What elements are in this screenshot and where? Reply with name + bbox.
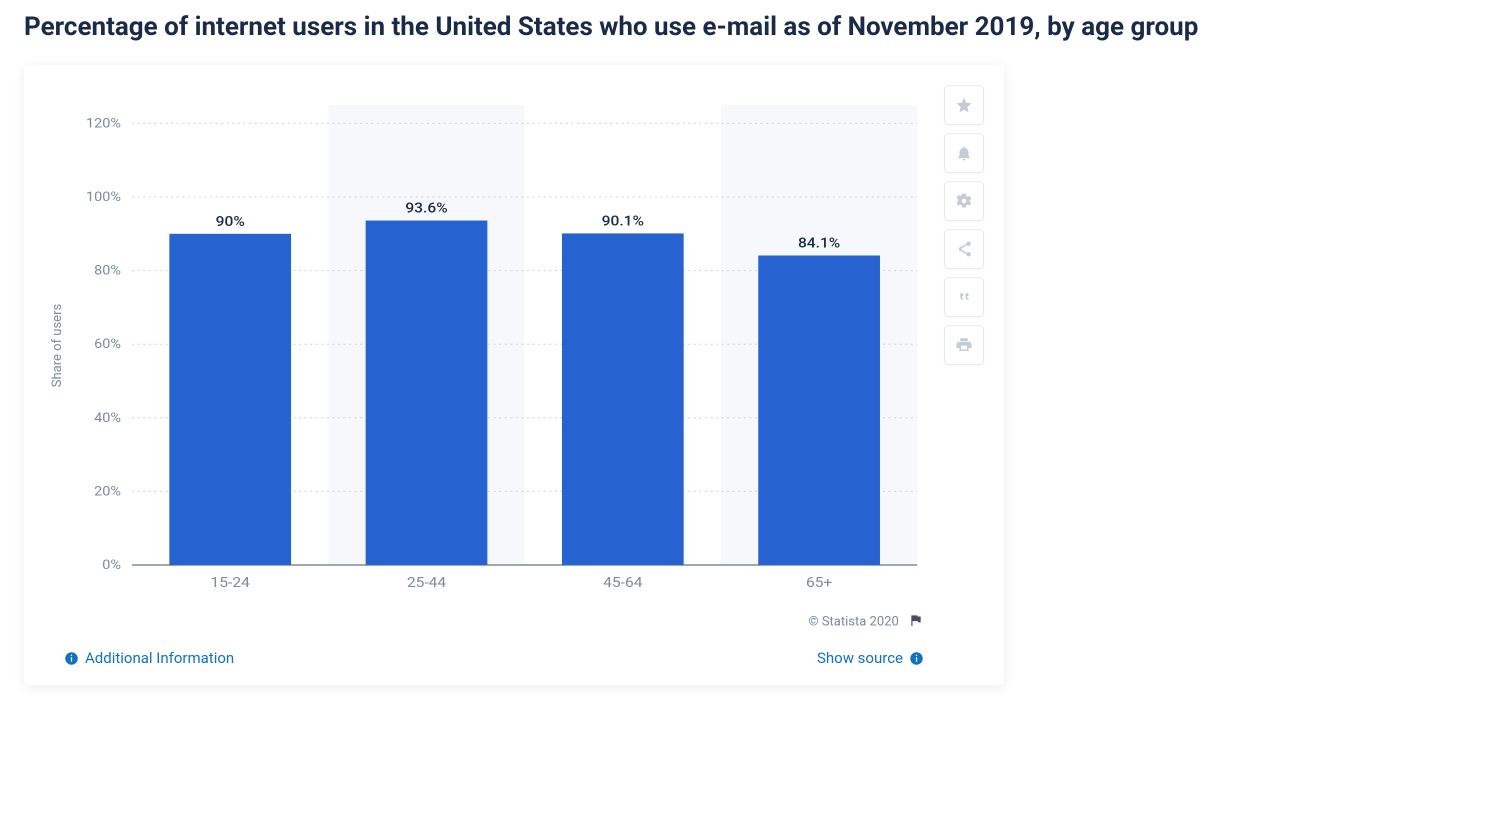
share-icon [955, 240, 973, 258]
gear-icon [955, 192, 973, 210]
svg-text:40%: 40% [94, 411, 121, 426]
show-source-link[interactable]: Show source [817, 649, 924, 667]
additional-info-link[interactable]: Additional Information [64, 649, 234, 667]
favorite-button[interactable] [944, 85, 984, 125]
y-axis-label: Share of users [51, 303, 66, 386]
share-button[interactable] [944, 229, 984, 269]
svg-text:84.1%: 84.1% [798, 234, 840, 251]
bar[interactable] [169, 234, 291, 565]
copyright-text: © Statista 2020 [808, 615, 898, 630]
print-button[interactable] [944, 325, 984, 365]
svg-text:0%: 0% [102, 558, 121, 573]
info-icon [64, 651, 79, 666]
bar[interactable] [758, 256, 880, 565]
svg-text:93.6%: 93.6% [405, 199, 447, 216]
copyright-row: © Statista 2020 [44, 605, 984, 631]
svg-text:80%: 80% [94, 263, 121, 278]
svg-text:120%: 120% [86, 116, 121, 131]
svg-text:25-44: 25-44 [407, 574, 446, 591]
print-icon [955, 336, 973, 354]
alert-button[interactable] [944, 133, 984, 173]
svg-text:100%: 100% [86, 190, 121, 205]
flag-icon[interactable] [908, 613, 924, 631]
svg-text:60%: 60% [94, 337, 121, 352]
citation-button[interactable] [944, 277, 984, 317]
svg-text:15-24: 15-24 [211, 574, 250, 591]
bar[interactable] [366, 221, 488, 565]
additional-info-label: Additional Information [85, 649, 234, 667]
svg-text:65+: 65+ [806, 574, 832, 591]
star-icon [955, 96, 973, 114]
chart-toolbar [944, 85, 984, 365]
show-source-label: Show source [817, 649, 903, 667]
chart-card: Share of users 0% 20% 40% 60% 80% 100% 120% 90%… [24, 65, 1004, 685]
svg-text:20%: 20% [94, 484, 121, 499]
bell-icon [955, 144, 973, 162]
bar[interactable] [562, 234, 684, 566]
svg-text:90%: 90% [216, 213, 245, 230]
settings-button[interactable] [944, 181, 984, 221]
page-title: Percentage of internet users in the Unit… [24, 10, 1464, 45]
quote-icon [955, 288, 973, 306]
info-icon [909, 651, 924, 666]
svg-text:90.1%: 90.1% [602, 212, 644, 229]
chart-plot: 0% 20% 40% 60% 80% 100% 120% 90% 15-24 93.6% 25-44… [72, 85, 984, 605]
svg-text:45-64: 45-64 [603, 574, 642, 591]
